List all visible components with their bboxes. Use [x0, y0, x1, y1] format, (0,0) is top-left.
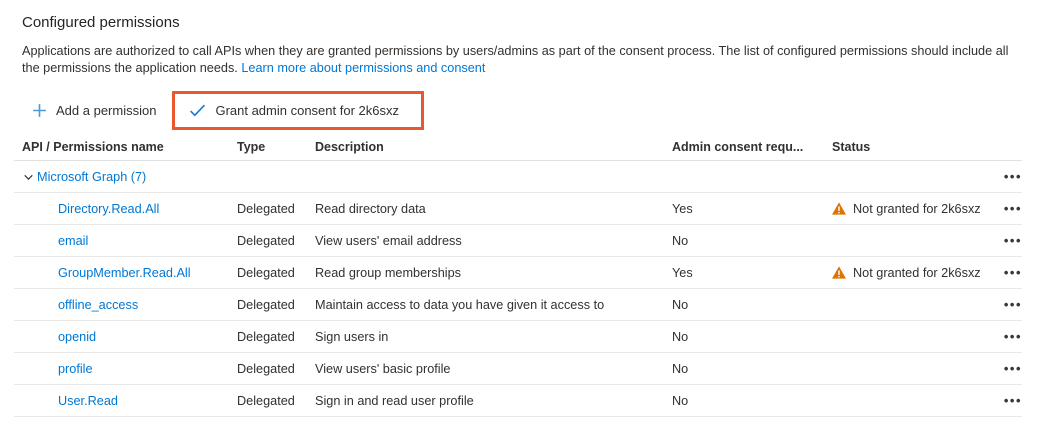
more-options-icon[interactable]: ••• [1003, 392, 1022, 408]
permission-type: Delegated [237, 265, 295, 280]
grant-admin-consent-highlight: Grant admin consent for 2k6sxz [172, 90, 424, 130]
permission-type: Delegated [237, 393, 295, 408]
page-title: Configured permissions [22, 14, 180, 31]
admin-consent-value: No [672, 361, 689, 376]
warning-icon [832, 201, 846, 215]
permission-description: Maintain access to data you have given i… [315, 297, 605, 312]
command-bar: Add a permission Grant admin consent for… [22, 90, 1022, 130]
permission-type: Delegated [237, 329, 295, 344]
admin-consent-value: No [672, 233, 689, 248]
table-row: email Delegated View users' email addres… [14, 225, 1022, 257]
microsoft-graph-link[interactable]: Microsoft Graph (7) [37, 169, 147, 184]
permission-type: Delegated [237, 233, 295, 248]
admin-consent-value: No [672, 329, 689, 344]
status-text: Not granted for 2k6sxz [853, 265, 981, 280]
configured-permissions-section: Configured permissions Applications are … [14, 14, 1022, 417]
table-row: Directory.Read.All Delegated Read direct… [14, 193, 1022, 225]
status-text: Not granted for 2k6sxz [853, 201, 981, 216]
admin-consent-value: Yes [672, 265, 693, 280]
table-row: openid Delegated Sign users in No ••• [14, 321, 1022, 353]
permission-description: Sign in and read user profile [315, 393, 474, 408]
table-row: profile Delegated View users' basic prof… [14, 353, 1022, 385]
permission-type: Delegated [237, 361, 295, 376]
table-row: User.Read Delegated Sign in and read use… [14, 385, 1022, 417]
table-row: GroupMember.Read.All Delegated Read grou… [14, 257, 1022, 289]
grant-admin-consent-label: Grant admin consent for 2k6sxz [215, 102, 399, 118]
permission-link[interactable]: profile [58, 361, 93, 376]
permission-type: Delegated [237, 201, 295, 216]
permission-description: Read group memberships [315, 265, 461, 280]
more-options-icon[interactable]: ••• [1003, 296, 1022, 312]
page-description: Applications are authorized to call APIs… [22, 43, 1022, 77]
admin-consent-value: No [672, 393, 689, 408]
table-row-group-microsoft-graph: Microsoft Graph (7) ••• [14, 161, 1022, 193]
add-icon [32, 103, 47, 118]
permission-type: Delegated [237, 297, 295, 312]
admin-consent-value: No [672, 297, 689, 312]
add-permission-button[interactable]: Add a permission [22, 95, 166, 126]
learn-more-link[interactable]: Learn more about permissions and consent [241, 61, 486, 75]
permission-link[interactable]: GroupMember.Read.All [58, 265, 191, 280]
more-options-icon[interactable]: ••• [1003, 328, 1022, 344]
table-row: offline_access Delegated Maintain access… [14, 289, 1022, 321]
more-options-icon[interactable]: ••• [1003, 168, 1022, 184]
header-admin-consent[interactable]: Admin consent requ... [672, 139, 804, 154]
permission-link[interactable]: Directory.Read.All [58, 201, 160, 216]
table-header-row: API / Permissions name Type Description … [14, 133, 1022, 161]
permission-link[interactable]: offline_access [58, 297, 139, 312]
permission-link[interactable]: email [58, 233, 89, 248]
header-api-permissions-name[interactable]: API / Permissions name [22, 139, 164, 154]
header-status[interactable]: Status [832, 139, 871, 154]
more-options-icon[interactable]: ••• [1003, 264, 1022, 280]
permission-link[interactable]: openid [58, 329, 97, 344]
grant-admin-consent-button[interactable]: Grant admin consent for 2k6sxz [179, 95, 409, 126]
header-description[interactable]: Description [315, 139, 384, 154]
permission-description: Sign users in [315, 329, 389, 344]
add-permission-label: Add a permission [56, 102, 157, 118]
more-options-icon[interactable]: ••• [1003, 360, 1022, 376]
more-options-icon[interactable]: ••• [1003, 200, 1022, 216]
header-type[interactable]: Type [237, 139, 266, 154]
admin-consent-value: Yes [672, 201, 693, 216]
permissions-table: API / Permissions name Type Description … [14, 133, 1022, 417]
permission-description: View users' email address [315, 233, 462, 248]
warning-icon [832, 265, 846, 279]
permission-description: Read directory data [315, 201, 426, 216]
description-text: Applications are authorized to call APIs… [22, 44, 1009, 75]
check-icon [189, 103, 206, 118]
permission-link[interactable]: User.Read [58, 393, 118, 408]
chevron-down-icon[interactable] [22, 171, 35, 184]
permission-description: View users' basic profile [315, 361, 451, 376]
more-options-icon[interactable]: ••• [1003, 232, 1022, 248]
